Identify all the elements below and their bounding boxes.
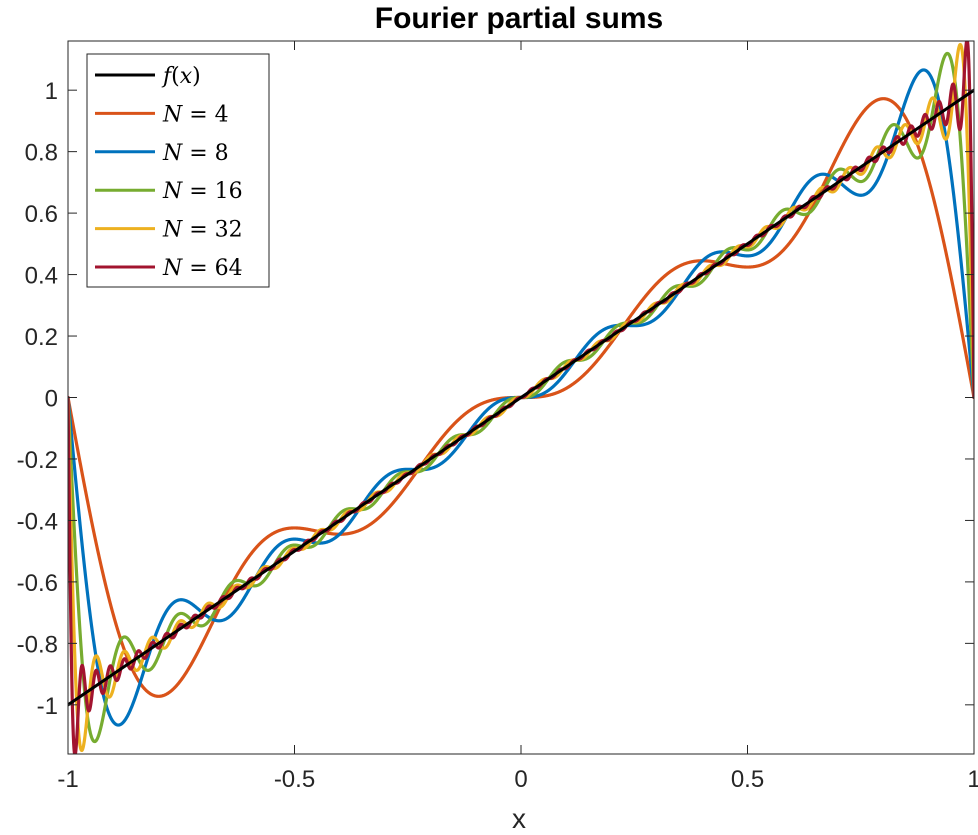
- y-tick-label: 1: [45, 78, 58, 105]
- y-tick-label: 0.8: [25, 140, 58, 167]
- x-axis-label: x: [512, 803, 526, 830]
- plot-area: [68, 41, 974, 754]
- legend-box: [86, 53, 270, 288]
- y-tick-label: 0.6: [25, 201, 58, 228]
- y-tick-label: 0: [45, 386, 58, 413]
- chart-title: Fourier partial sums: [375, 2, 663, 35]
- legend-label-n-32: N = 32: [162, 218, 243, 243]
- y-tick-label: -1: [37, 693, 58, 720]
- y-tick-label: 0.4: [25, 263, 58, 290]
- legend-label-n-64: N = 64: [162, 256, 243, 281]
- x-tick-label: 1: [967, 766, 978, 793]
- y-tick-label: -0.4: [17, 508, 58, 535]
- axes: -1 -0.5 0 0.5 1 -1 -0.8 -0.6 -0.4 -0.2 0 0.2 0.4 0.6 0…: [17, 40, 978, 793]
- x-tick-label: -1: [57, 766, 78, 793]
- curves: [68, 41, 974, 754]
- legend-label-n-8: N = 8: [162, 141, 229, 166]
- x-tick-label: 0: [514, 766, 527, 793]
- x-tick-label: -0.5: [274, 766, 315, 793]
- x-tick-label: 0.5: [731, 766, 764, 793]
- legend: f(x) N = 4 N = 8 N = 16 N = 32 N = 64: [86, 53, 270, 288]
- y-tick-label: -0.6: [17, 570, 58, 597]
- y-tick-label: -0.2: [17, 447, 58, 474]
- legend-label-n-4: N = 4: [162, 102, 229, 127]
- legend-label-n-16: N = 16: [162, 179, 243, 204]
- y-tick-label: -0.8: [17, 631, 58, 658]
- series-line-f-x: [68, 88, 974, 707]
- legend-label-f-x: f(x): [161, 64, 201, 89]
- y-tick-label: 0.2: [25, 324, 58, 351]
